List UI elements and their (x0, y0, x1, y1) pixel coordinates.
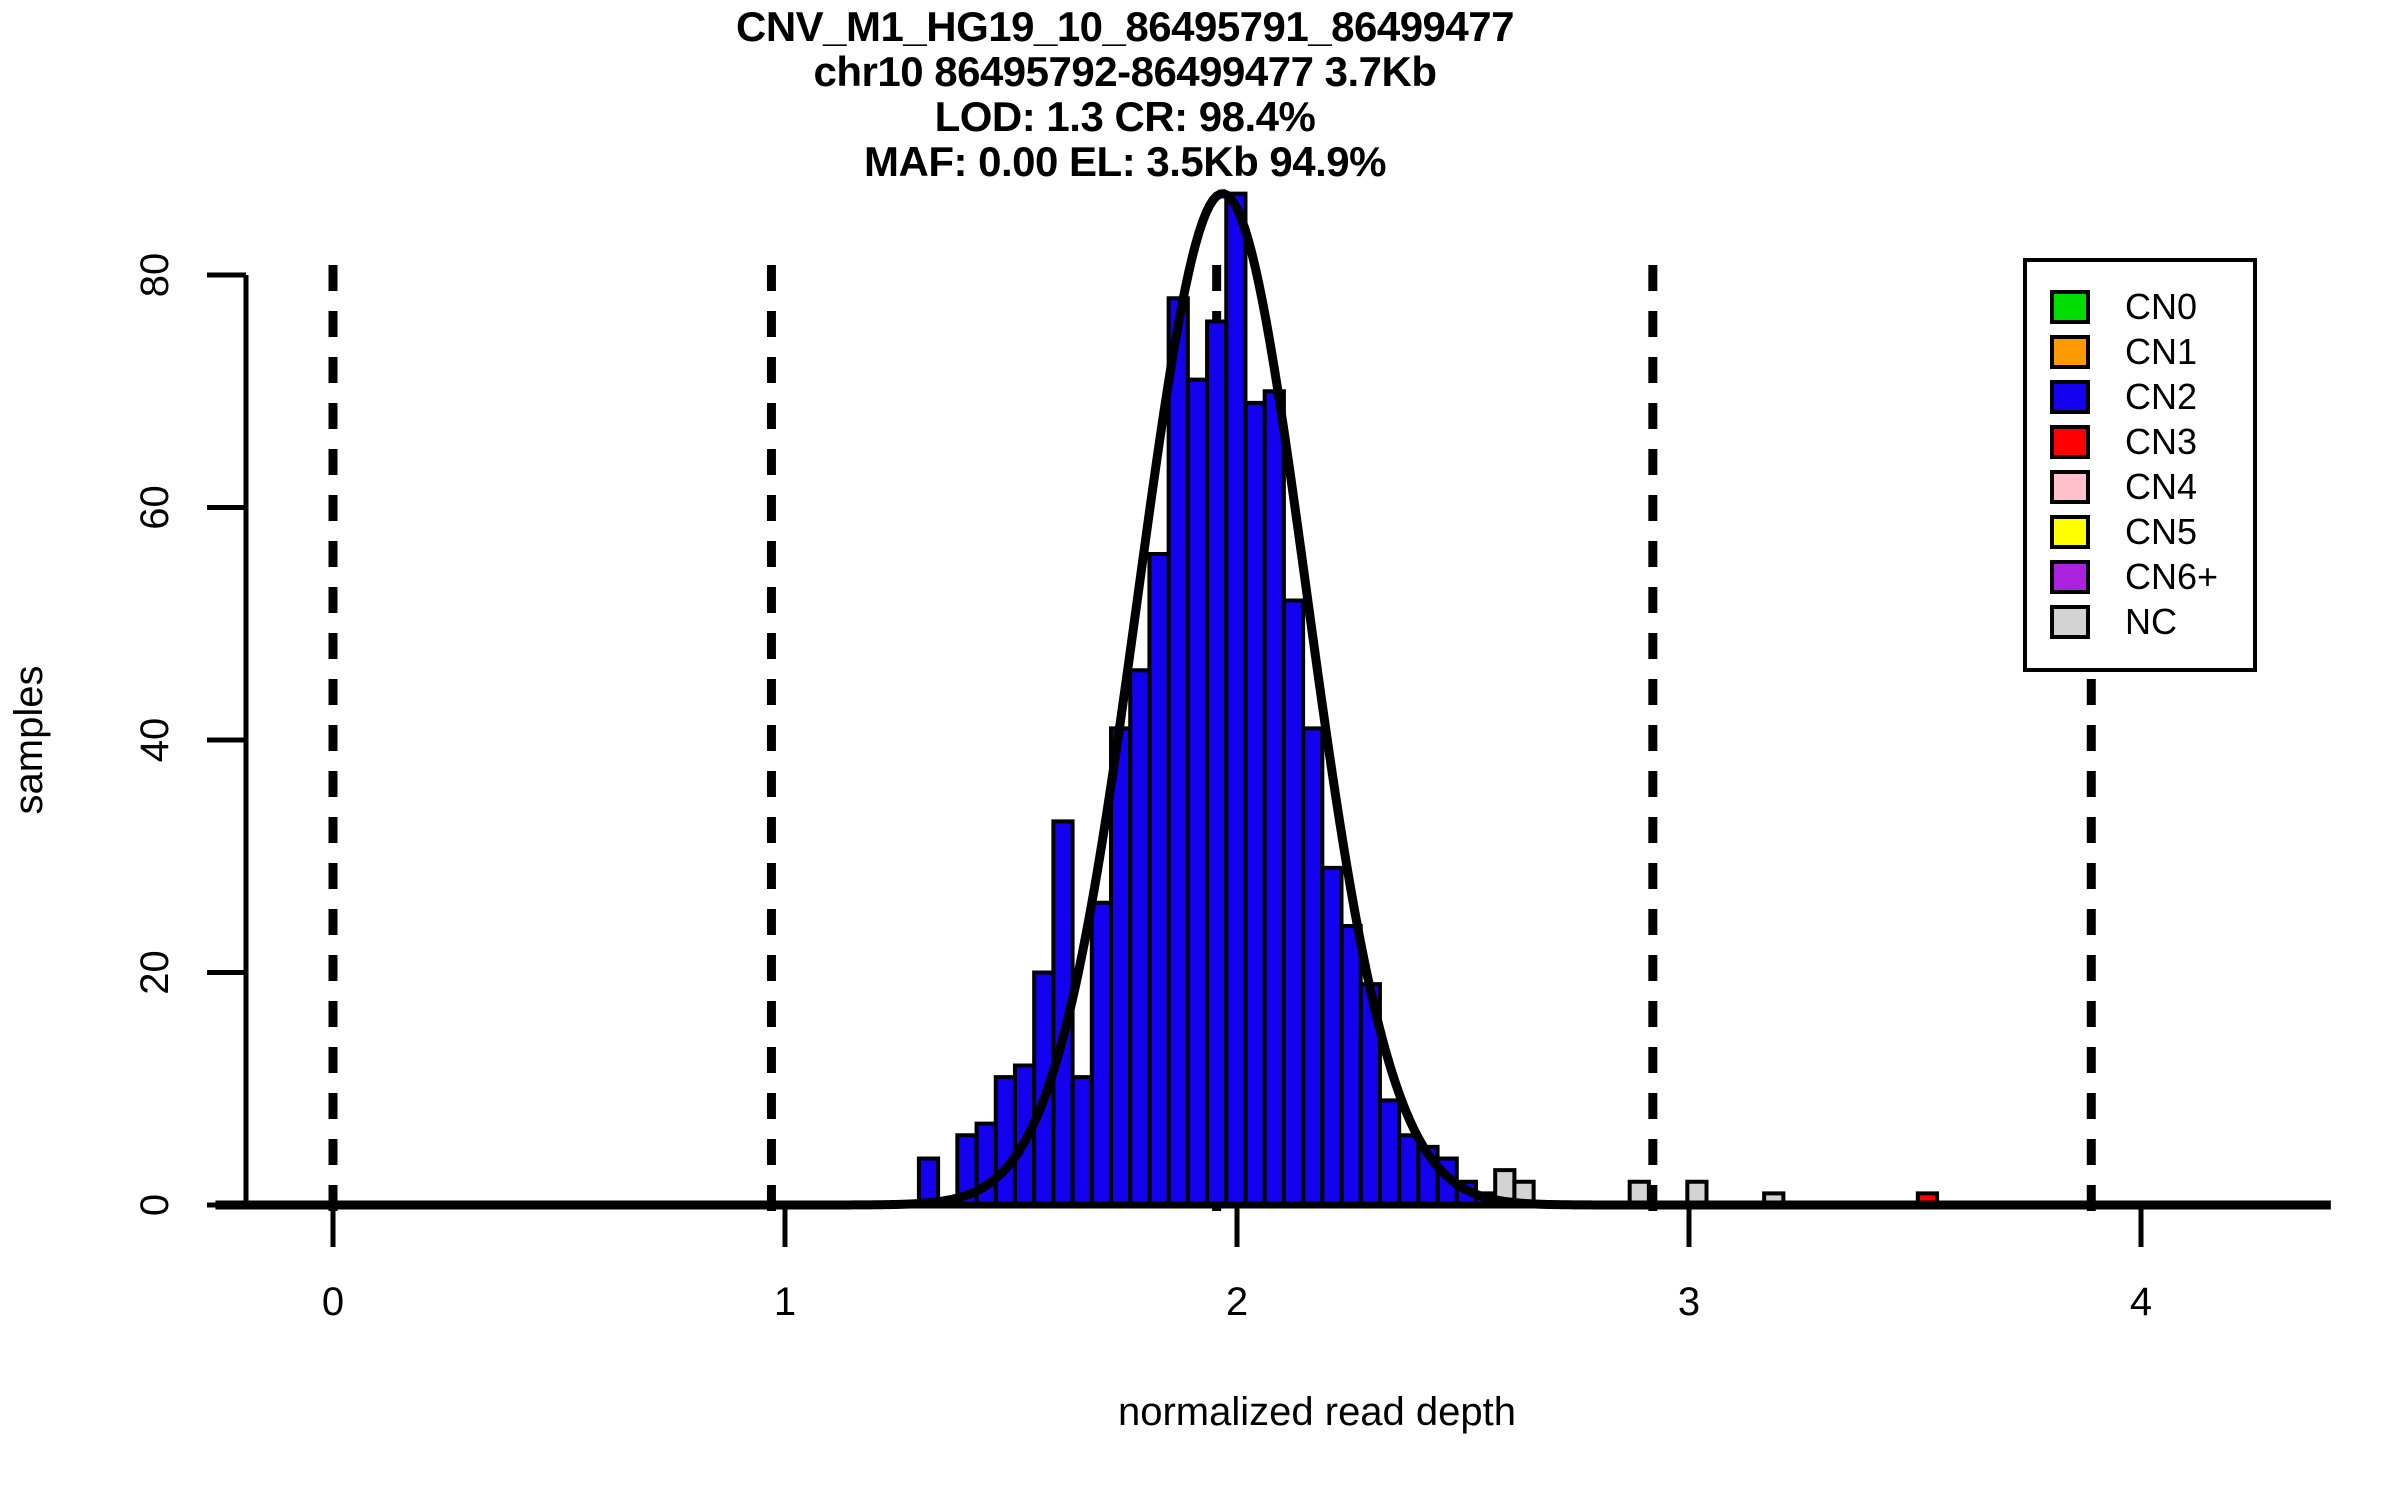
legend-swatch-cn2[interactable] (2050, 380, 2090, 414)
title-line-4: MAF: 0.00 EL: 3.5Kb 94.9% (864, 138, 1387, 185)
histogram-bar (1339, 924, 1363, 1207)
histogram-bar (1089, 900, 1114, 1207)
histogram-bar (1243, 400, 1267, 1207)
title-line-2: chr10 86495792-86499477 3.7Kb (813, 48, 1437, 95)
legend-swatch-cn1[interactable] (2050, 335, 2090, 369)
y-tick-label-40: 40 (133, 718, 177, 763)
x-tick-label-0: 0 (322, 1280, 344, 1324)
histogram-bars-group (916, 191, 1940, 1207)
legend-label-cn1[interactable]: CN1 (2125, 331, 2197, 372)
x-axis-title: normalized read depth (1118, 1390, 1516, 1434)
histogram-bar (1070, 1075, 1094, 1207)
histogram-bar (1205, 319, 1229, 1207)
legend-label-nc[interactable]: NC (2125, 601, 2177, 642)
legend-swatch-cn4[interactable] (2050, 470, 2090, 504)
histogram-bar (1224, 191, 1248, 1207)
x-tick-label-4: 4 (2130, 1280, 2152, 1324)
histogram-bar (1128, 668, 1152, 1207)
legend-swatch-cn3[interactable] (2050, 425, 2090, 459)
legend-swatch-nc[interactable] (2050, 605, 2090, 639)
title-line-3: LOD: 1.3 CR: 98.4% (934, 93, 1316, 140)
y-tick-label-20: 20 (133, 950, 177, 995)
legend-label-cn3[interactable]: CN3 (2125, 421, 2197, 462)
y-tick-label-60: 60 (133, 485, 177, 530)
legend-swatch-cn6plus[interactable] (2050, 560, 2090, 594)
legend-label-cn2[interactable]: CN2 (2125, 376, 2197, 417)
x-tick-label-2: 2 (1226, 1280, 1248, 1324)
y-tick-label-80: 80 (133, 253, 177, 298)
legend-swatch-cn5[interactable] (2050, 515, 2090, 549)
y-axis-title: samples (7, 666, 51, 815)
histogram-bar (1377, 1098, 1402, 1207)
histogram-bar (1301, 726, 1325, 1207)
axes-group: 0 20 40 60 80 samples 0 1 2 3 4 normalized read dep… (7, 253, 2290, 1434)
histogram-bar (1185, 377, 1210, 1207)
title-line-1: CNV_M1_HG19_10_86495791_86499477 (736, 3, 1514, 50)
histogram-bar (1147, 552, 1171, 1207)
legend-label-cn4[interactable]: CN4 (2125, 466, 2197, 507)
plot-title: CNV_M1_HG19_10_86495791_86499477 chr10 8… (0, 4, 2250, 184)
histogram-bar (1281, 598, 1306, 1207)
legend-swatch-cn0[interactable] (2050, 290, 2090, 324)
histogram-bar (993, 1075, 1017, 1207)
histogram-bar (1320, 865, 1344, 1207)
y-tick-label-0: 0 (133, 1194, 177, 1216)
legend-label-cn5[interactable]: CN5 (2125, 511, 2197, 552)
histogram-bar (1262, 389, 1286, 1207)
legend-box (2023, 258, 2257, 672)
x-tick-label-3: 3 (1678, 1280, 1700, 1324)
histogram-bar (1166, 296, 1190, 1207)
histogram-bar (1109, 726, 1133, 1207)
legend-label-cn0[interactable]: CN0 (2125, 286, 2197, 327)
x-tick-label-1: 1 (774, 1280, 796, 1324)
histogram-bar (1397, 1133, 1421, 1207)
legend-label-cn6plus[interactable]: CN6+ (2125, 556, 2218, 597)
